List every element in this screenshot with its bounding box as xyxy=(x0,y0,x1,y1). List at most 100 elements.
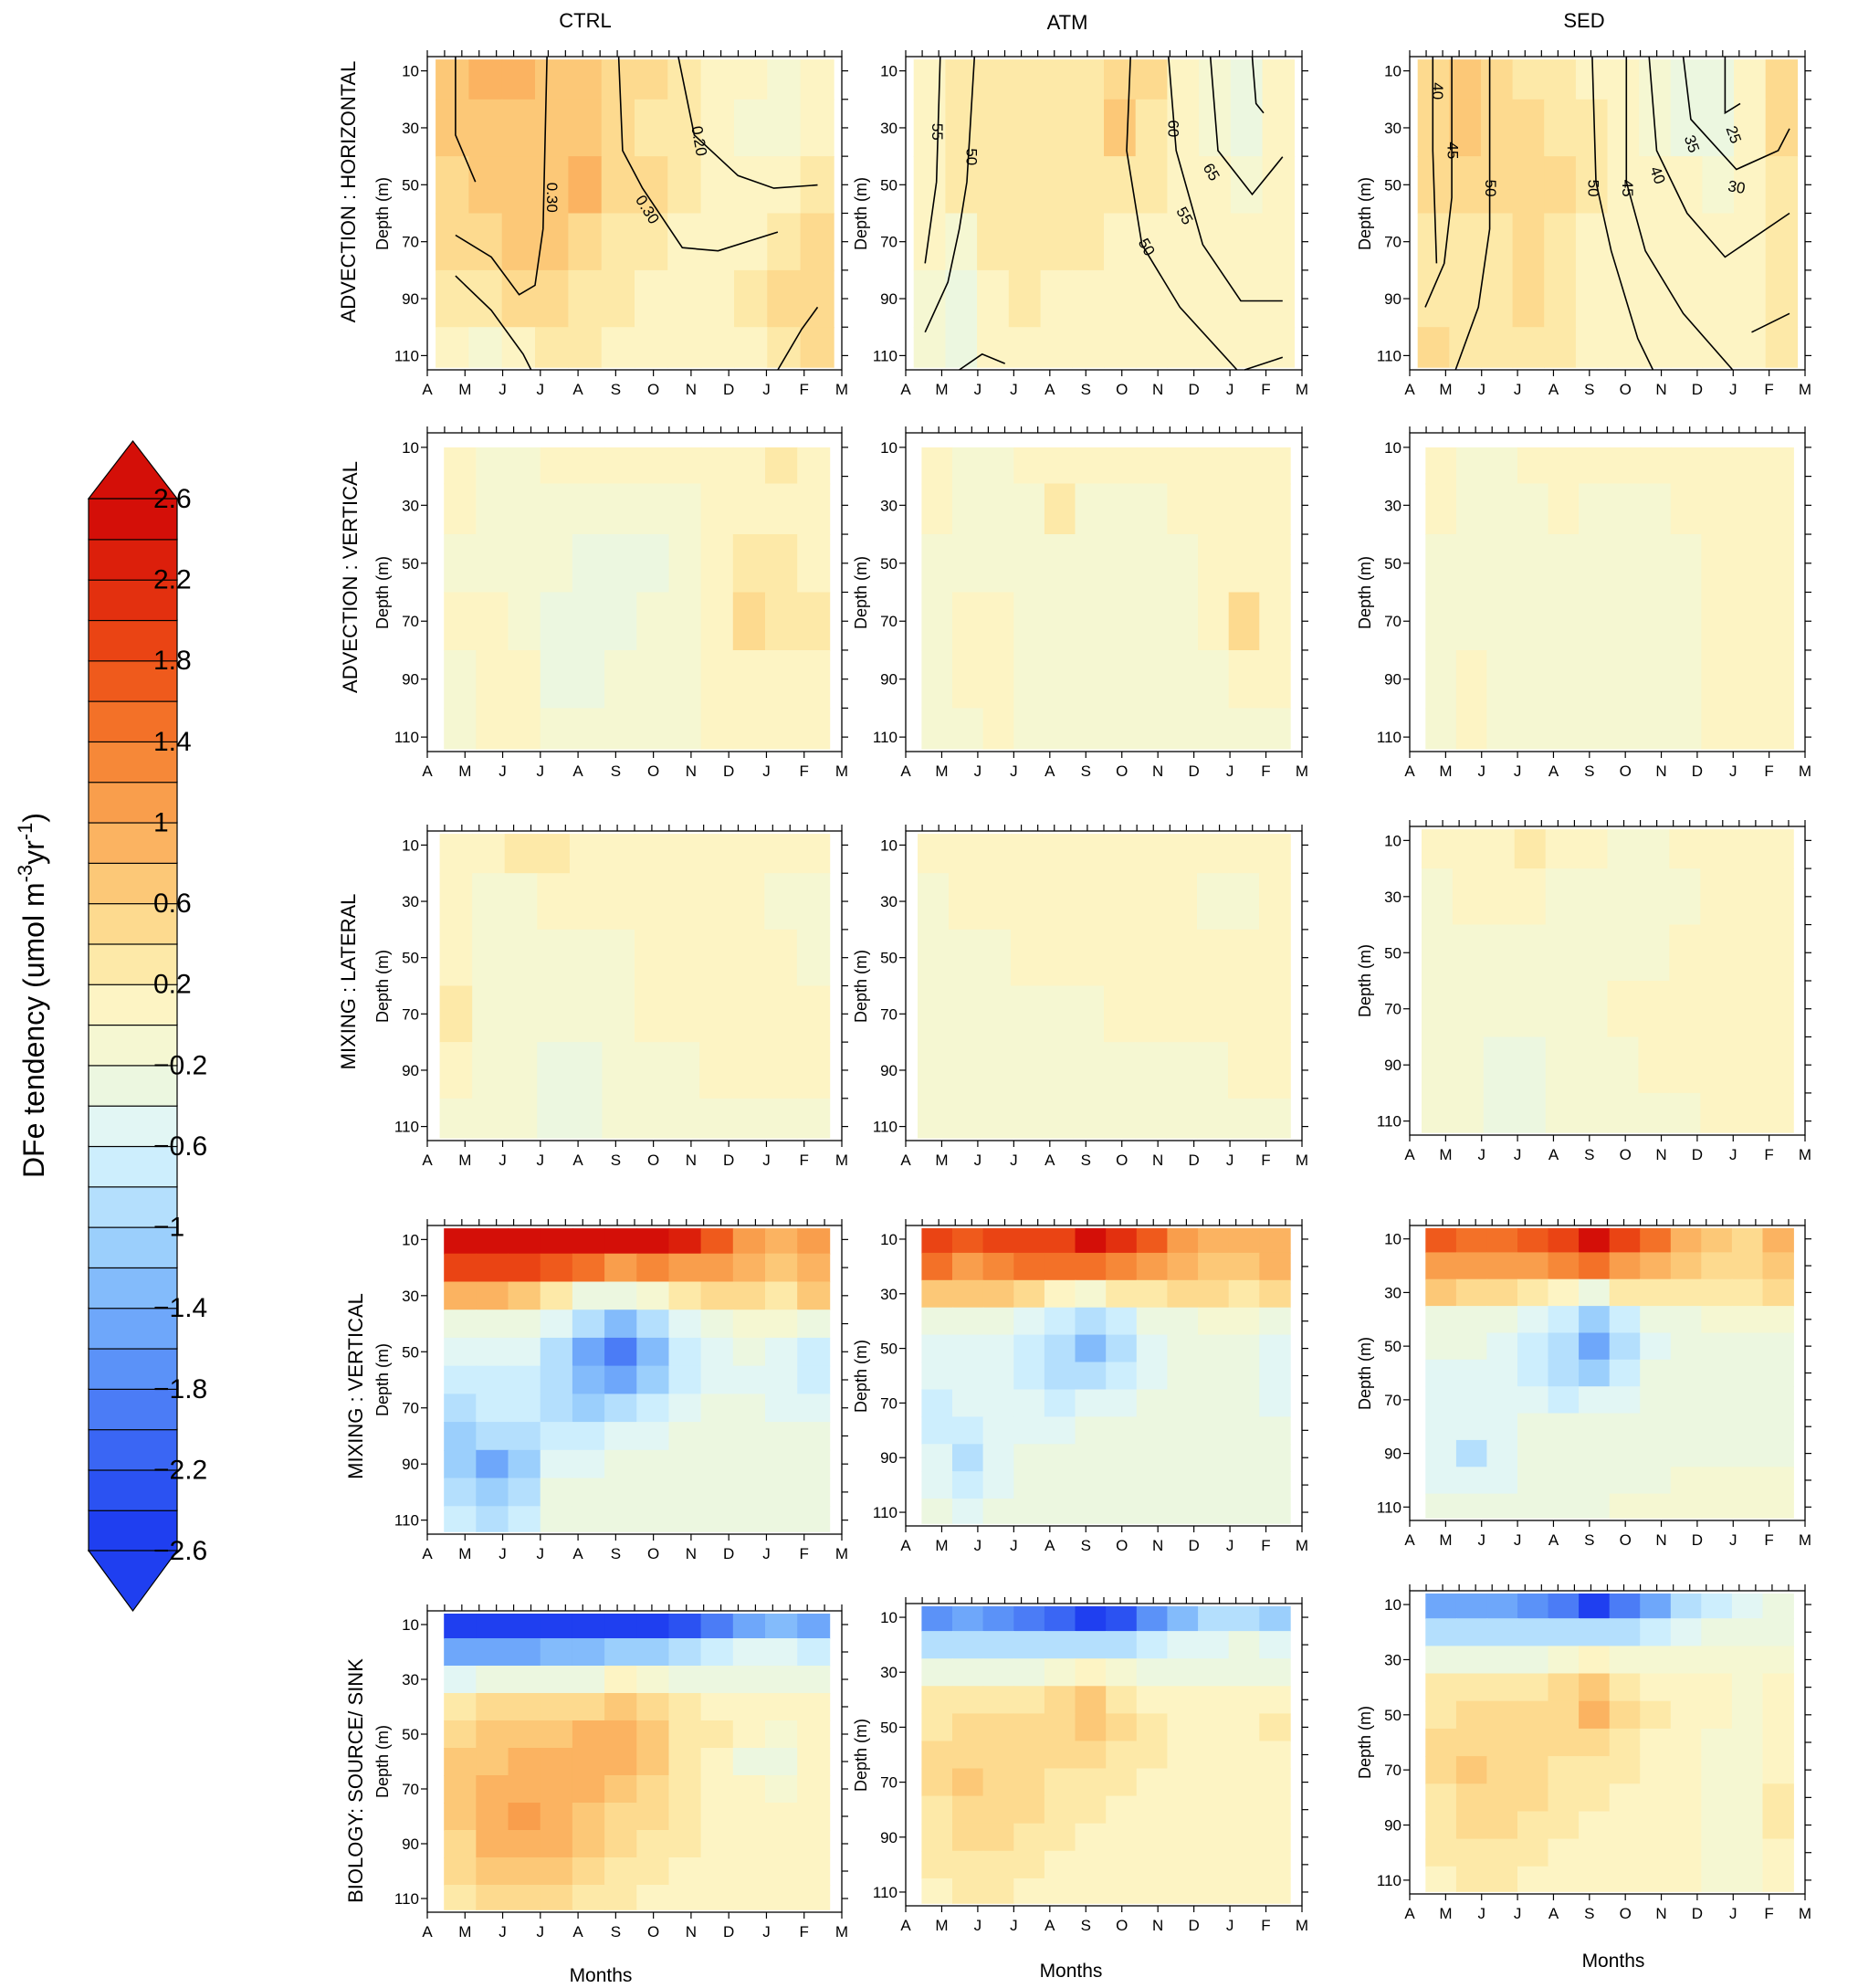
heatmap-cell xyxy=(700,1885,734,1910)
x-tick-label: J xyxy=(1226,1537,1234,1554)
heatmap-cell xyxy=(504,873,539,931)
heatmap-cell xyxy=(1425,1278,1457,1307)
contour-label: 50 xyxy=(1482,180,1499,197)
heatmap-cell xyxy=(1670,269,1704,329)
y-tick-label: 10 xyxy=(880,439,898,457)
heatmap-cell xyxy=(636,1666,670,1694)
heatmap-cell xyxy=(699,929,733,987)
y-tick-label: 70 xyxy=(402,1005,419,1023)
heatmap-cell xyxy=(444,650,478,710)
heatmap-cell xyxy=(1230,99,1264,157)
x-tick-label: O xyxy=(1620,381,1632,398)
heatmap-cell xyxy=(504,985,539,1043)
heatmap-cell xyxy=(1259,708,1291,750)
heatmap-cell xyxy=(508,1666,541,1694)
heatmap-cell xyxy=(1230,213,1264,271)
heatmap-cell xyxy=(1731,981,1763,1038)
heatmap-cell xyxy=(1609,1386,1642,1415)
heatmap-cell xyxy=(1197,1042,1229,1099)
y-tick-label: 30 xyxy=(1384,1652,1401,1669)
heatmap-cell xyxy=(797,1803,831,1831)
heatmap-cell xyxy=(508,1281,541,1310)
x-tick-label: A xyxy=(900,763,911,780)
heatmap-cell xyxy=(1455,1252,1488,1280)
heatmap-cell xyxy=(1136,1499,1169,1524)
y-tick-label: 50 xyxy=(880,555,898,573)
heatmap-cell xyxy=(700,1253,734,1283)
heatmap-cell xyxy=(765,1614,798,1639)
heatmap-cell xyxy=(568,269,603,329)
heatmap-cell xyxy=(1670,1783,1703,1813)
x-tick-label: A xyxy=(1044,1152,1055,1169)
heatmap-cell xyxy=(1514,924,1547,982)
heatmap-cell xyxy=(1544,213,1577,271)
heatmap-cell xyxy=(1011,834,1043,874)
heatmap-cell xyxy=(1483,1036,1516,1094)
x-tick-label: S xyxy=(1081,1152,1091,1169)
y-tick-label: 90 xyxy=(402,1062,419,1079)
y-tick-label: 70 xyxy=(880,1005,898,1023)
heatmap-cell xyxy=(476,1228,509,1255)
heatmap-cell xyxy=(921,1658,953,1688)
heatmap-cell xyxy=(1167,327,1200,368)
heatmap-cell xyxy=(540,1748,573,1776)
heatmap-cell xyxy=(1607,1092,1640,1133)
y-tick-label: 10 xyxy=(1384,1231,1401,1248)
x-tick-label: A xyxy=(572,381,583,398)
heatmap-cell xyxy=(508,483,541,535)
y-tick-label: 110 xyxy=(1377,347,1401,364)
heatmap-cell xyxy=(1228,534,1261,594)
heatmap-cell xyxy=(1008,269,1042,329)
heatmap-cell xyxy=(472,873,506,931)
heatmap-cell xyxy=(1762,1092,1794,1133)
heatmap-cell xyxy=(604,1720,638,1749)
heatmap-cell xyxy=(1422,1092,1454,1133)
heatmap-cell xyxy=(602,873,635,931)
heatmap-cell xyxy=(667,985,700,1043)
x-tick-label: A xyxy=(900,1917,911,1934)
heatmap-cell xyxy=(1425,1673,1457,1702)
heatmap-cell xyxy=(1167,708,1199,750)
heatmap-cell xyxy=(1640,1359,1672,1387)
heatmap-cell xyxy=(1167,1741,1199,1770)
colorbar-swatch xyxy=(88,1267,178,1310)
heatmap-cell xyxy=(535,156,570,215)
heatmap-cell xyxy=(952,1658,984,1688)
heatmap-cell xyxy=(668,447,702,485)
heatmap-cell xyxy=(952,1252,984,1281)
heatmap-cell xyxy=(1197,1098,1229,1139)
x-tick-label: O xyxy=(647,763,659,780)
heatmap-cell xyxy=(1075,1471,1107,1499)
heatmap-cell xyxy=(952,534,984,594)
heatmap-cell xyxy=(1230,59,1264,100)
colorbar-swatch xyxy=(88,1468,178,1511)
heatmap-cell xyxy=(1417,99,1451,157)
heatmap-cell xyxy=(436,156,470,215)
heatmap-cell xyxy=(1259,1279,1291,1309)
heatmap-cell xyxy=(1607,924,1640,982)
heatmap-cell xyxy=(764,834,798,874)
heatmap-cell xyxy=(472,1098,506,1139)
heatmap-cell xyxy=(1701,1439,1733,1468)
heatmap-cell xyxy=(1762,1866,1794,1892)
heatmap-cell xyxy=(982,1795,1014,1825)
heatmap-cell xyxy=(1044,708,1076,750)
heatmap-cell xyxy=(468,156,503,215)
heatmap-cell xyxy=(667,834,700,874)
heatmap-cell xyxy=(1042,1042,1074,1099)
heatmap-cell xyxy=(501,156,536,215)
heatmap-cell xyxy=(949,985,981,1043)
heatmap-cell xyxy=(1072,99,1105,157)
y-tick-label: 10 xyxy=(1384,63,1401,80)
x-tick-label: M xyxy=(835,1545,848,1562)
y-tick-label: 30 xyxy=(880,1286,898,1303)
heatmap-cell xyxy=(1517,1413,1549,1441)
heatmap-cell xyxy=(1548,1227,1580,1254)
heatmap-cell xyxy=(508,1449,541,1479)
heatmap-cell xyxy=(700,650,734,710)
heatmap-cell xyxy=(732,650,766,710)
heatmap-cell xyxy=(1228,1631,1261,1659)
heatmap-cell xyxy=(1548,1278,1580,1307)
heatmap-cell xyxy=(1731,1278,1764,1307)
